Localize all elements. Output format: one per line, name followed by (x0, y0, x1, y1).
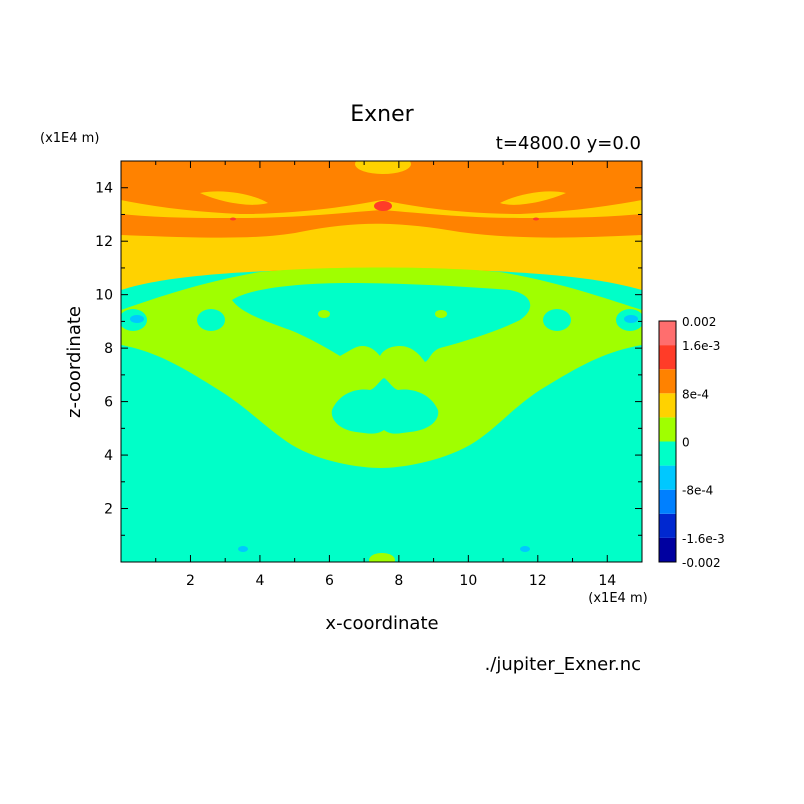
y-tick-label: 4 (104, 448, 113, 464)
tiny-peak-right (533, 217, 539, 221)
x-tick-label: 6 (325, 573, 334, 589)
x-unit-label: (x1E4 m) (588, 591, 647, 606)
chart-title: Exner (350, 102, 414, 127)
y-axis: 2 4 6 8 10 12 14 (95, 181, 642, 536)
x-tick-label: 2 (186, 573, 195, 589)
yellow-band-right (500, 191, 566, 205)
colorbar-label: 1.6e-3 (682, 339, 720, 353)
colorbar-swatch (659, 417, 676, 442)
tiny-peak-left (230, 217, 236, 221)
contour-regions (121, 161, 642, 562)
x-tick-label: 4 (255, 573, 264, 589)
bottom-low-left (238, 546, 248, 552)
y-tick-label: 12 (95, 234, 113, 250)
x-tick-label: 10 (459, 573, 477, 589)
file-label: ./jupiter_Exner.nc (485, 654, 641, 675)
region-middle-layer (121, 223, 642, 290)
x-tick-label: 12 (529, 573, 547, 589)
colorbar-frame (658, 320, 677, 563)
y-tick-label: 6 (104, 395, 113, 411)
x-axis-label: x-coordinate (325, 613, 438, 634)
tiny-high-right (435, 310, 447, 318)
side-pocket-right (543, 309, 571, 331)
colorbar-swatch (659, 393, 676, 418)
x-tick-label: 14 (598, 573, 616, 589)
bottom-low-right (520, 546, 530, 552)
y-tick-label: 10 (95, 288, 113, 304)
edge-low-right (624, 315, 638, 323)
region-inner-pocket (331, 378, 439, 434)
top-yellow-cap (355, 161, 411, 174)
colorbar-label: 0 (682, 436, 690, 450)
colorbar-swatch (659, 321, 676, 346)
colorbar-swatch (659, 345, 676, 370)
y-axis-label: z-coordinate (64, 306, 85, 418)
edge-low-left (130, 315, 144, 323)
colorbar: 0.002 1.6e-3 8e-4 0 -8e-4 -1.6e-3 -0.002 (658, 315, 725, 570)
y-tick-label: 8 (104, 341, 113, 357)
colorbar-label: -1.6e-3 (682, 532, 725, 546)
colorbar-label: 0.002 (682, 315, 716, 329)
colorbar-swatch (659, 513, 676, 538)
colorbar-swatch (659, 369, 676, 394)
y-tick-label: 2 (104, 502, 113, 518)
colorbar-swatch (659, 441, 676, 466)
side-pocket-left (197, 309, 225, 331)
y-unit-label: (x1E4 m) (40, 131, 99, 146)
colorbar-swatch (659, 537, 676, 562)
plot-frame (120, 160, 643, 563)
colorbar-swatch (659, 489, 676, 514)
yellow-band-left (200, 191, 268, 205)
x-axis: 2 4 6 8 10 12 14 (155, 161, 616, 589)
chart-subtitle: t=4800.0 y=0.0 (496, 133, 641, 154)
tiny-high-left (318, 310, 330, 318)
top-peak (374, 201, 392, 211)
bottom-high-center (369, 553, 395, 562)
y-tick-label: 14 (95, 181, 113, 197)
x-tick-label: 8 (394, 573, 403, 589)
colorbar-label: -0.002 (682, 556, 721, 570)
colorbar-label: 8e-4 (682, 387, 709, 401)
colorbar-swatch (659, 465, 676, 490)
colorbar-label: -8e-4 (682, 484, 713, 498)
region-inner-lower (232, 283, 531, 362)
